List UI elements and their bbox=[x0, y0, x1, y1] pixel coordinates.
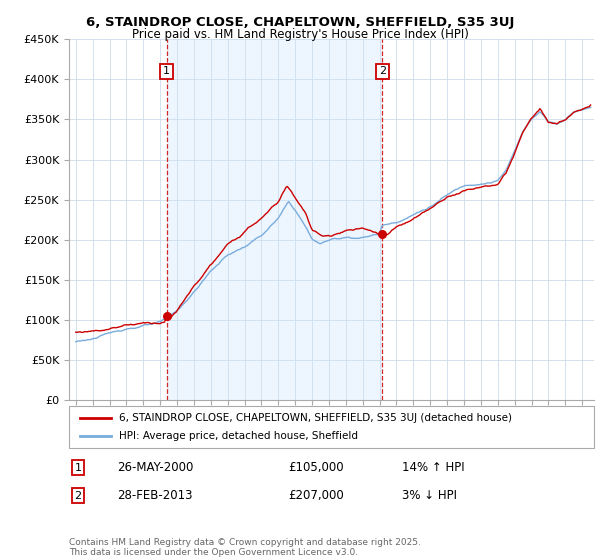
Text: Contains HM Land Registry data © Crown copyright and database right 2025.
This d: Contains HM Land Registry data © Crown c… bbox=[69, 538, 421, 557]
Bar bbox=[167, 39, 382, 400]
Text: HPI: Average price, detached house, Sheffield: HPI: Average price, detached house, Shef… bbox=[119, 431, 358, 441]
Text: 1: 1 bbox=[74, 463, 82, 473]
Text: 6, STAINDROP CLOSE, CHAPELTOWN, SHEFFIELD, S35 3UJ (detached house): 6, STAINDROP CLOSE, CHAPELTOWN, SHEFFIEL… bbox=[119, 413, 512, 423]
Text: Price paid vs. HM Land Registry's House Price Index (HPI): Price paid vs. HM Land Registry's House … bbox=[131, 28, 469, 41]
Text: 28-FEB-2013: 28-FEB-2013 bbox=[117, 489, 193, 502]
Text: 1: 1 bbox=[163, 66, 170, 76]
Text: £105,000: £105,000 bbox=[288, 461, 344, 474]
Text: 6, STAINDROP CLOSE, CHAPELTOWN, SHEFFIELD, S35 3UJ: 6, STAINDROP CLOSE, CHAPELTOWN, SHEFFIEL… bbox=[86, 16, 514, 29]
Text: 2: 2 bbox=[379, 66, 386, 76]
Text: 26-MAY-2000: 26-MAY-2000 bbox=[117, 461, 193, 474]
Text: 3% ↓ HPI: 3% ↓ HPI bbox=[402, 489, 457, 502]
Text: 2: 2 bbox=[74, 491, 82, 501]
Text: £207,000: £207,000 bbox=[288, 489, 344, 502]
Text: 14% ↑ HPI: 14% ↑ HPI bbox=[402, 461, 464, 474]
